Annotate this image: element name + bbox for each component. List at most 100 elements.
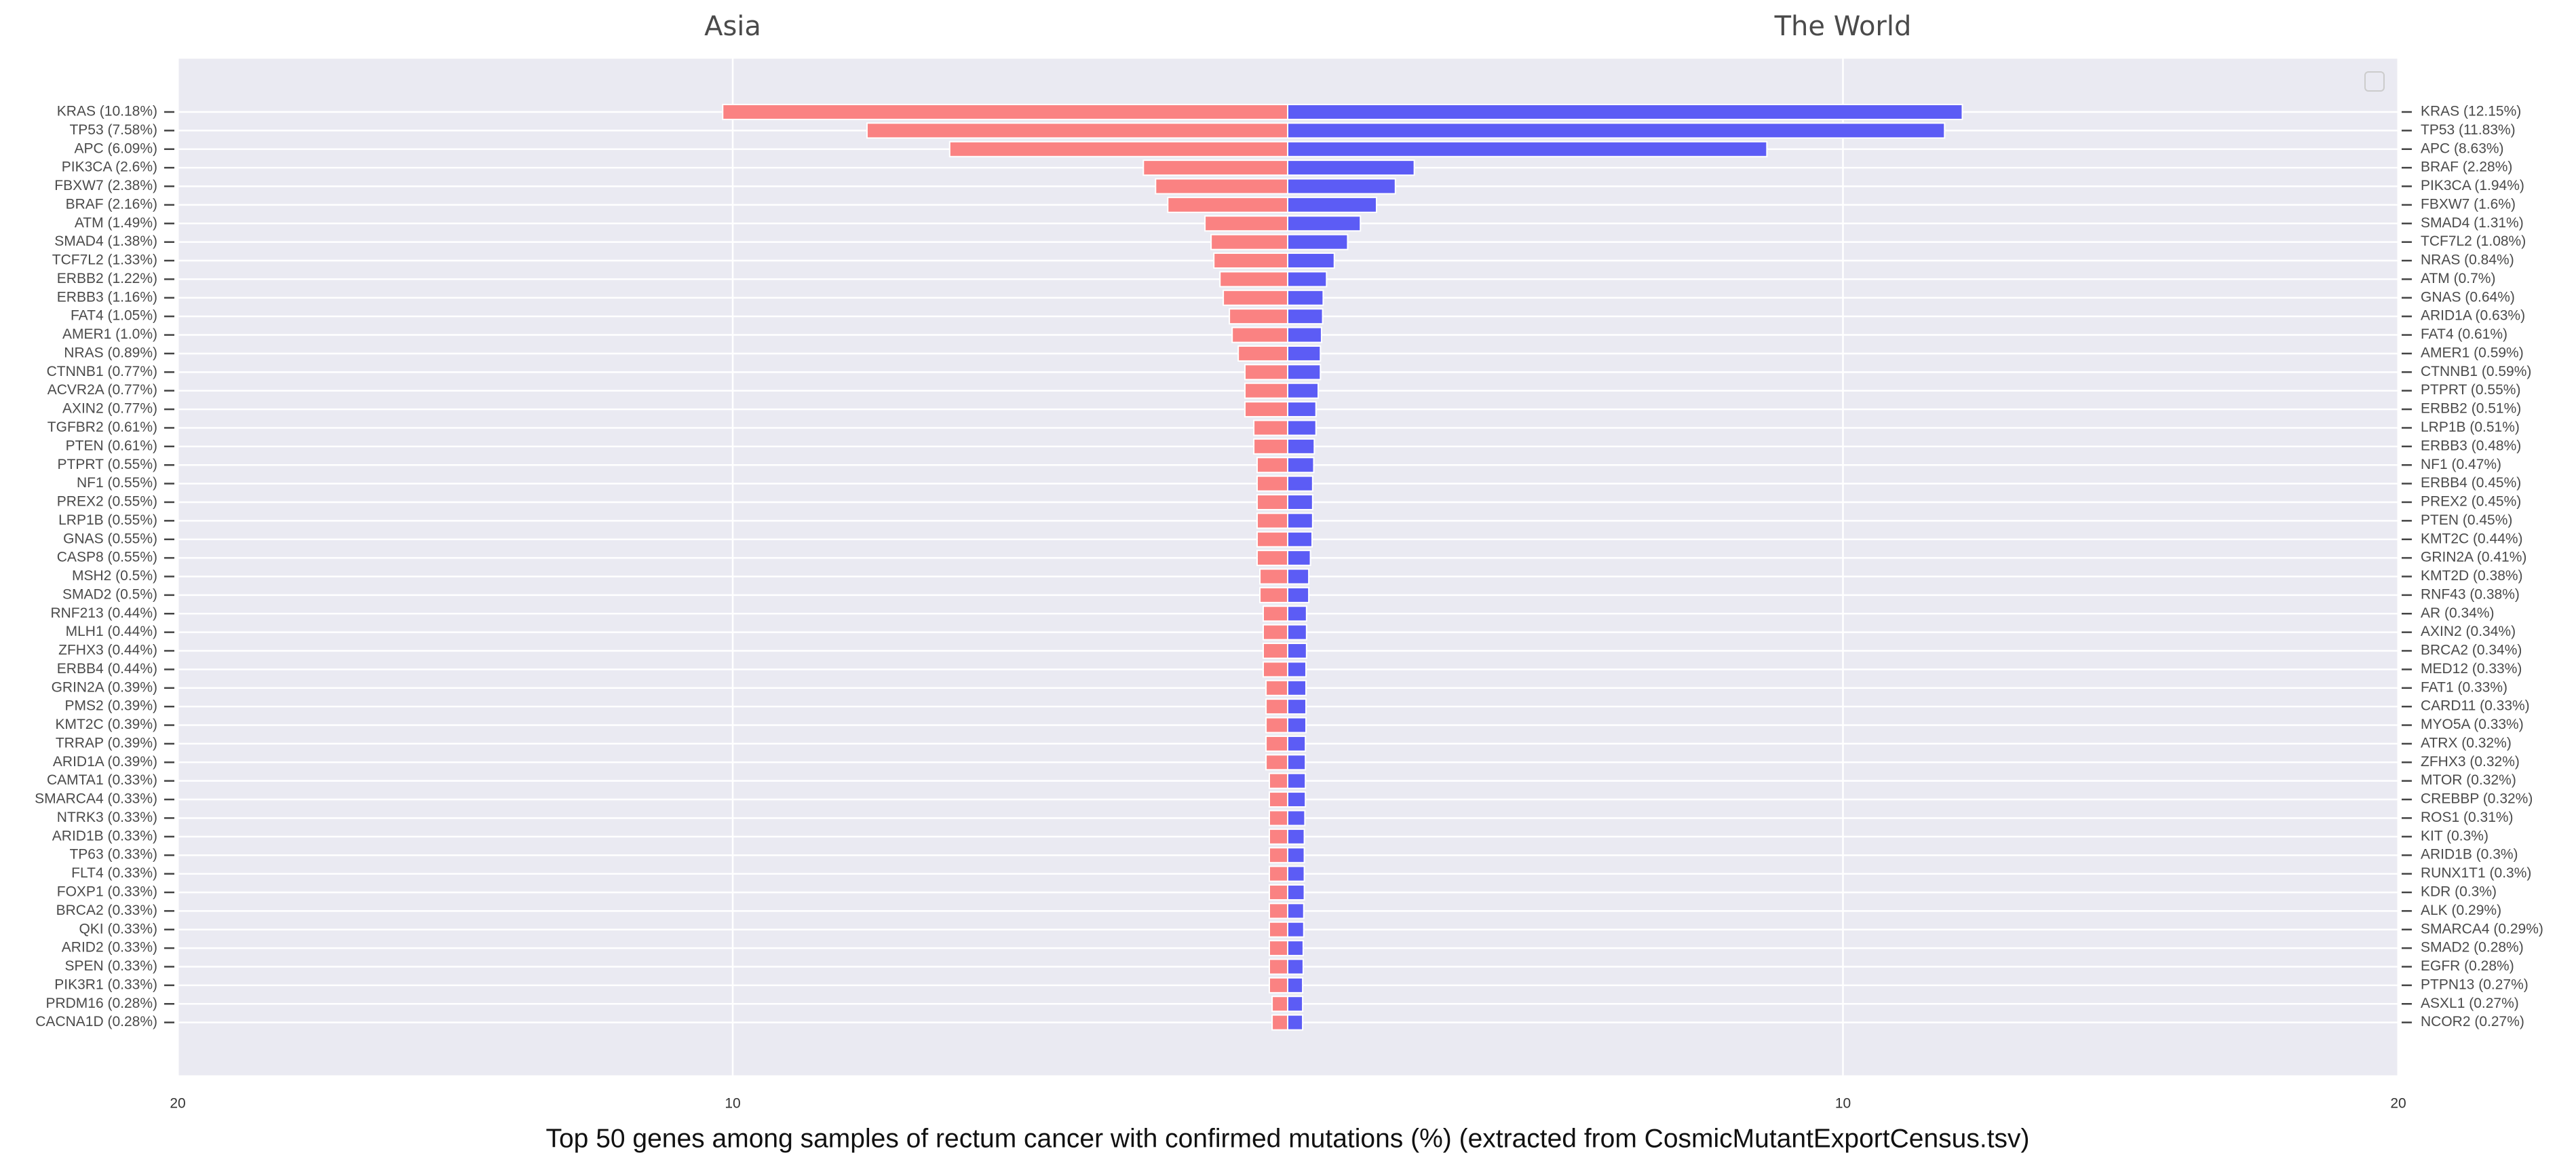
y-tick-label: SMAD2 (0.28%) — [2421, 940, 2524, 956]
bar — [1287, 104, 1963, 120]
bar — [1219, 271, 1288, 288]
y-tick-label: PMS2 (0.39%) — [64, 698, 157, 714]
y-tick-label: KRAS (10.18%) — [57, 104, 157, 119]
y-tick-label: KMT2D (0.38%) — [2421, 568, 2523, 584]
y-tick-label: AXIN2 (0.77%) — [62, 401, 157, 417]
y-tick-label: RNF213 (0.44%) — [50, 605, 157, 621]
bar — [1244, 364, 1289, 381]
y-tick-label: ALK (0.29%) — [2421, 903, 2501, 918]
y-tick-label: ATRX (0.32%) — [2421, 735, 2512, 751]
y-tick-label: ZFHX3 (0.44%) — [58, 643, 157, 658]
bar — [1287, 828, 1305, 845]
y-tick-label: PREX2 (0.45%) — [2421, 494, 2521, 510]
bar — [1287, 364, 1322, 381]
bar — [1287, 140, 1768, 157]
bar — [1269, 828, 1288, 845]
bar — [1287, 698, 1307, 715]
y-tick-label: NRAS (0.84%) — [2421, 252, 2514, 268]
bar — [1265, 679, 1289, 696]
y-tick-label: SMARCA4 (0.33%) — [35, 791, 157, 807]
bar — [1287, 996, 1304, 1013]
y-tick-label: KRAS (12.15%) — [2421, 104, 2521, 119]
bar — [1287, 196, 1377, 213]
bar — [1287, 475, 1313, 492]
bar — [1287, 512, 1313, 529]
y-tick-label: FLT4 (0.33%) — [71, 865, 157, 881]
y-tick-label: QKI (0.33%) — [79, 921, 157, 937]
y-tick-label: MYO5A (0.33%) — [2421, 717, 2524, 732]
y-tick-label: SMARCA4 (0.29%) — [2421, 921, 2543, 937]
bar — [1271, 996, 1288, 1013]
y-tick-label: CAMTA1 (0.33%) — [47, 772, 157, 788]
y-tick-label: RUNX1T1 (0.3%) — [2421, 865, 2531, 881]
bar — [1287, 958, 1304, 975]
bar — [1259, 586, 1288, 603]
y-tick-label: SMAD4 (1.38%) — [54, 233, 157, 249]
y-tick-label: CTNNB1 (0.77%) — [47, 364, 157, 379]
bar — [1271, 1014, 1288, 1031]
y-tick-label: TP53 (11.83%) — [2421, 122, 2516, 138]
bar — [1287, 921, 1305, 938]
y-tick-label: ZFHX3 (0.32%) — [2421, 754, 2520, 770]
bar — [1237, 345, 1288, 362]
y-tick-label: TRRAP (0.39%) — [56, 735, 157, 751]
y-tick-label: NF1 (0.47%) — [2421, 457, 2501, 472]
bar-layer — [722, 104, 1963, 1031]
y-tick-label: GNAS (0.55%) — [63, 531, 157, 546]
y-tick-label: BRCA2 (0.33%) — [56, 903, 157, 918]
y-tick-label: KMT2C (0.44%) — [2421, 531, 2523, 546]
bar — [1269, 810, 1288, 827]
y-tick-label: APC (8.63%) — [2421, 140, 2504, 156]
y-tick-label: FAT4 (0.61%) — [2421, 326, 2507, 342]
bar — [1287, 772, 1307, 789]
y-tick-label: ROS1 (0.31%) — [2421, 810, 2514, 825]
bar — [1287, 903, 1305, 920]
bar — [1256, 531, 1289, 548]
bar — [1269, 940, 1288, 957]
bar — [1269, 791, 1288, 808]
y-tick-label: GNAS (0.64%) — [2421, 289, 2515, 305]
y-tick-label: CASP8 (0.55%) — [57, 550, 157, 565]
bar — [1287, 661, 1307, 678]
y-tick-label: APC (6.09%) — [74, 140, 157, 156]
y-tick-label: GRIN2A (0.39%) — [52, 679, 157, 695]
y-tick-label: CTNNB1 (0.59%) — [2421, 364, 2531, 379]
bar — [1287, 122, 1946, 139]
bar — [1263, 661, 1289, 678]
bar — [1287, 810, 1306, 827]
bar — [1287, 401, 1317, 418]
bar — [1253, 438, 1289, 455]
y-tick-label: KMT2C (0.39%) — [55, 717, 157, 732]
y-tick-label: TCF7L2 (1.08%) — [2421, 233, 2526, 249]
bar — [948, 140, 1288, 157]
y-tick-label: PIK3CA (2.6%) — [62, 159, 157, 175]
y-tick-label: TP63 (0.33%) — [69, 847, 157, 863]
bar — [1231, 326, 1288, 343]
bar — [1229, 308, 1288, 325]
bar — [1287, 252, 1335, 269]
y-tick-label: LRP1B (0.51%) — [2421, 419, 2520, 435]
y-tick-label: NTRK3 (0.33%) — [57, 810, 157, 825]
bar — [1287, 289, 1324, 306]
bar — [722, 104, 1288, 120]
bar — [1287, 586, 1310, 603]
bar — [1155, 178, 1289, 195]
bar — [1287, 493, 1313, 510]
y-tick-label: TP53 (7.58%) — [69, 122, 157, 138]
y-tick-label: ARID2 (0.33%) — [62, 940, 157, 956]
y-tick-label: PTPRT (0.55%) — [2421, 382, 2520, 398]
y-tick-label: FBXW7 (2.38%) — [54, 178, 157, 193]
bar — [1269, 865, 1288, 882]
y-tick-label: RNF43 (0.38%) — [2421, 586, 2520, 602]
y-tick-label: CREBBP (0.32%) — [2421, 791, 2533, 807]
y-tick-label: AR (0.34%) — [2421, 605, 2495, 621]
bar — [1265, 698, 1289, 715]
bar — [1287, 215, 1362, 232]
bar — [1287, 308, 1324, 325]
y-tick-label: LRP1B (0.55%) — [58, 512, 157, 528]
y-tick-label: MSH2 (0.5%) — [72, 568, 157, 584]
y-tick-label: KDR (0.3%) — [2421, 884, 2497, 900]
bar — [1287, 624, 1307, 641]
bar — [1210, 233, 1288, 250]
